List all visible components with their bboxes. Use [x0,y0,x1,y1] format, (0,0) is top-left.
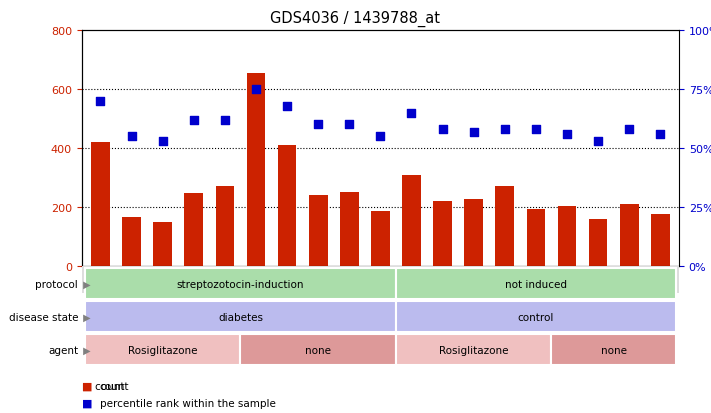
Text: ▶: ▶ [80,279,90,289]
Bar [496,187,514,266]
Text: not induced: not induced [505,279,567,289]
Point [95,98,106,105]
Point [624,126,635,133]
Text: Rosiglitazone: Rosiglitazone [439,345,508,355]
Text: count: count [100,381,129,391]
Bar [396,335,552,366]
Bar [589,219,607,266]
Bar [247,74,265,266]
Bar [557,206,577,266]
Text: protocol: protocol [36,279,78,289]
Bar [552,335,676,366]
Point [437,126,448,133]
Text: none: none [305,345,331,355]
Bar [154,223,172,266]
Text: percentile rank within the sample: percentile rank within the sample [100,398,275,408]
Bar [527,209,545,266]
Bar [85,335,240,366]
Point [562,131,573,138]
Text: GDS4036 / 1439788_at: GDS4036 / 1439788_at [270,10,441,26]
Point [313,122,324,128]
Text: none: none [601,345,626,355]
Point [126,133,137,140]
Point [343,122,355,128]
Point [655,131,666,138]
Text: ▶: ▶ [80,312,90,322]
Text: diabetes: diabetes [218,312,263,322]
Bar [215,187,234,266]
Text: streptozotocin-induction: streptozotocin-induction [176,279,304,289]
Point [219,117,230,124]
Point [282,103,293,109]
Bar [464,199,483,266]
Text: ▶: ▶ [80,345,90,355]
Point [468,129,479,135]
Bar [309,195,328,266]
Bar [122,218,141,266]
Text: Rosiglitazone: Rosiglitazone [128,345,198,355]
Point [250,86,262,93]
Bar [620,204,638,266]
Point [406,110,417,116]
Point [157,138,169,145]
Bar [340,193,358,266]
Text: control: control [518,312,554,322]
Bar [91,143,109,266]
Bar [278,146,296,266]
Bar [433,202,452,266]
Bar [402,175,421,266]
Bar [85,301,396,332]
Text: disease state: disease state [9,312,78,322]
Bar [396,268,676,299]
Bar [371,211,390,266]
Bar [240,335,396,366]
Bar [651,215,670,266]
Point [499,126,510,133]
Point [592,138,604,145]
Point [530,126,542,133]
Text: agent: agent [48,345,78,355]
Bar [184,193,203,266]
Bar [396,301,676,332]
Bar [85,268,396,299]
Text: ■: ■ [82,381,92,391]
Text: ■: ■ [82,398,92,408]
Point [375,133,386,140]
Text: ■ count: ■ count [82,381,124,391]
Point [188,117,199,124]
